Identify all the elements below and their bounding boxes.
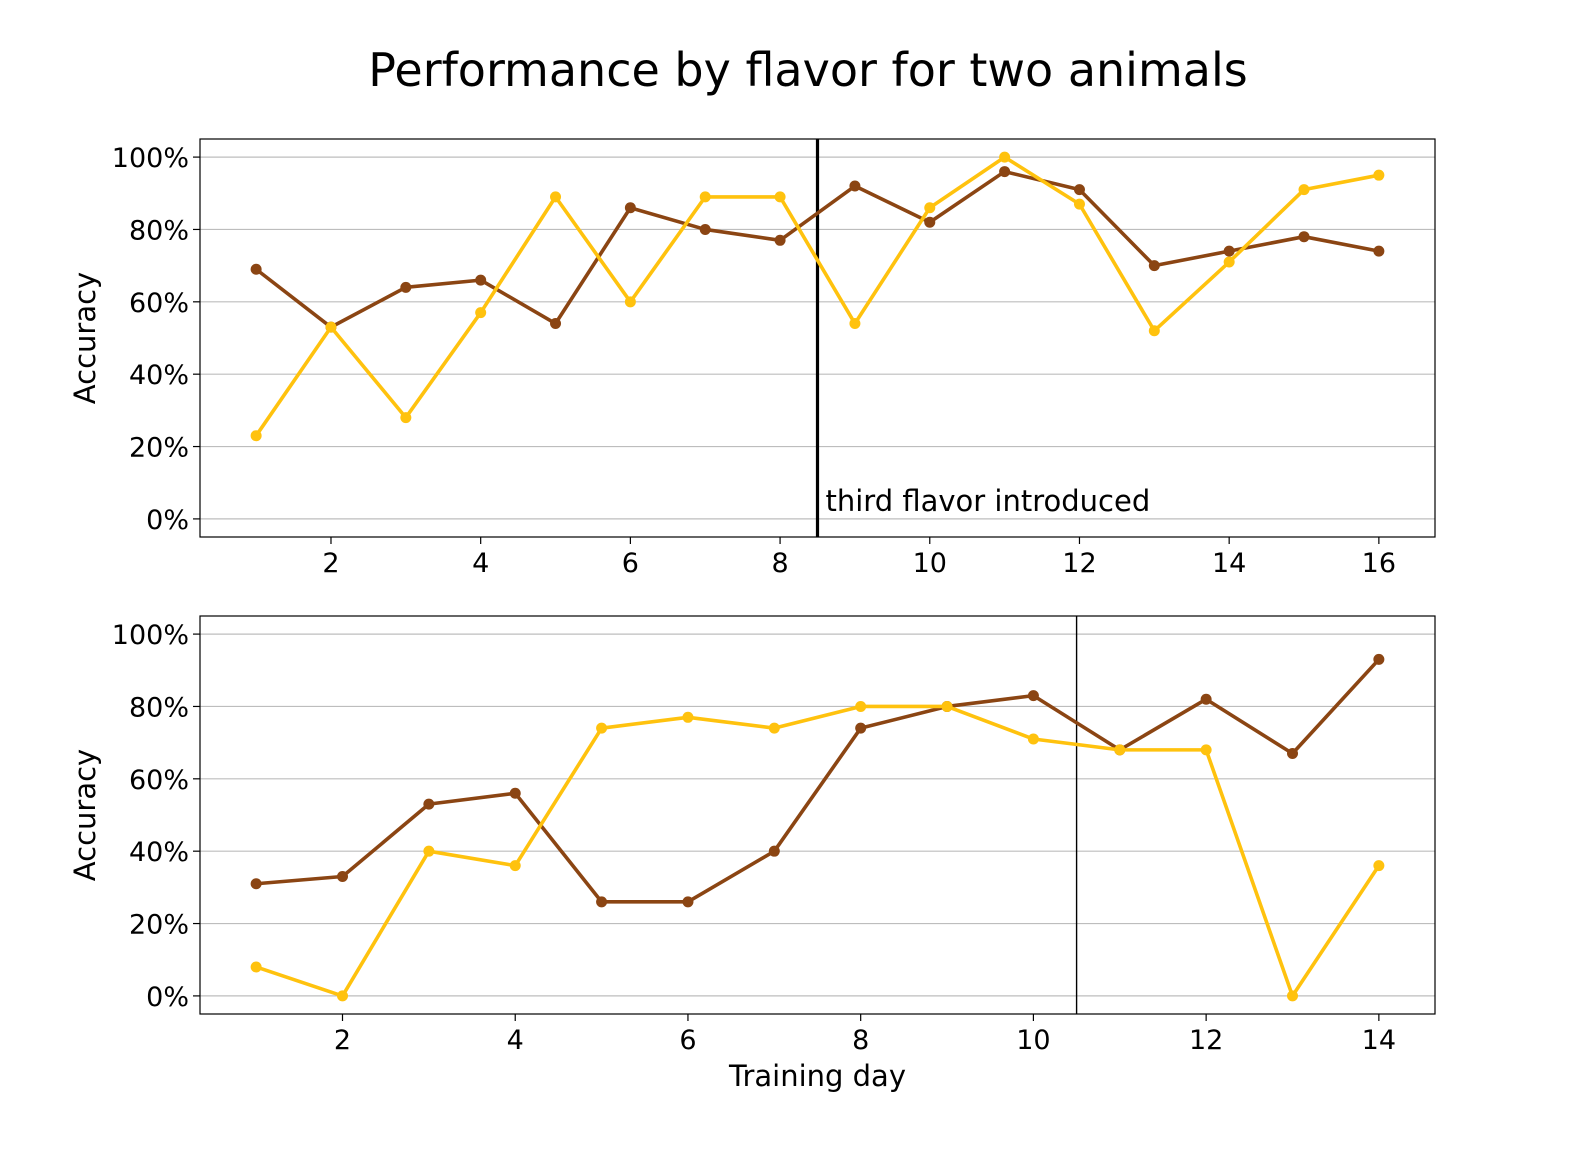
series-1-point	[924, 202, 936, 214]
series-1-point	[849, 318, 861, 330]
series-0-point	[1223, 245, 1235, 257]
x-tick-label: 4	[472, 548, 489, 579]
bottom-panel: 0% 20% 40% 60% 80% 100% 2 4 6 8 10 12 14 Accuracy Trai…	[68, 615, 1436, 1093]
series-1-point	[400, 412, 412, 424]
series-1-point	[941, 700, 953, 712]
series-1-point	[1373, 169, 1385, 181]
x-tick-label: 6	[622, 548, 639, 579]
y-tick-label: 40%	[129, 360, 189, 391]
series-1-line	[254, 155, 1380, 437]
series-0-point	[1073, 184, 1085, 196]
series-1-point	[423, 845, 435, 857]
series-1-point	[1073, 198, 1085, 210]
series-0-point	[1148, 260, 1160, 272]
x-tick-label: 10	[913, 548, 947, 579]
series-0-point	[1287, 747, 1298, 759]
x-axis-label: Training day	[728, 1059, 906, 1093]
series-0-point	[774, 234, 786, 246]
axes-frame	[199, 615, 1436, 1015]
axes-frame	[199, 138, 1436, 538]
vline-annotation: third flavor introduced	[826, 484, 1151, 518]
series-1-point	[1223, 256, 1235, 268]
x-tick-label: 8	[852, 1025, 869, 1056]
x-tick-label: 2	[322, 548, 339, 579]
series-0-point	[400, 281, 412, 293]
series-1-point	[1287, 990, 1298, 1002]
y-axis-label: Accuracy	[68, 749, 102, 881]
series-1-point	[774, 191, 786, 203]
series-1-point	[325, 321, 337, 333]
series-1-point	[682, 711, 694, 723]
series-1-point	[337, 990, 348, 1002]
series-1-point	[250, 430, 262, 442]
series-0-point	[849, 180, 861, 192]
x-tick-label: 2	[334, 1025, 351, 1056]
series-0-point	[1200, 693, 1212, 705]
series-1-point	[855, 700, 867, 712]
series-1-point	[699, 191, 711, 203]
series-0-point	[682, 896, 694, 908]
series-1-point	[475, 307, 487, 319]
series-0-point	[924, 216, 936, 228]
x-tick-label: 12	[1062, 548, 1096, 579]
series-0-point	[699, 223, 711, 235]
series-0-point	[596, 896, 608, 908]
series-1-point	[1373, 860, 1385, 872]
series-1-point	[509, 860, 521, 872]
x-tick-label: 6	[679, 1025, 696, 1056]
series-0-point	[550, 318, 562, 330]
series-0-point	[768, 845, 780, 857]
series-1-point	[250, 961, 262, 973]
x-tick-label: 4	[507, 1025, 524, 1056]
y-tick-label: 0%	[146, 982, 189, 1013]
series-1-point	[999, 151, 1011, 163]
y-tick-label: 20%	[129, 433, 189, 464]
series-0-point	[1027, 690, 1039, 702]
y-tick-label: 20%	[129, 910, 189, 941]
y-tick-label: 100%	[112, 620, 189, 651]
series-1-point	[1027, 733, 1039, 745]
y-tick-label: 80%	[129, 215, 189, 246]
series-0-point	[423, 798, 435, 810]
y-tick-label: 0%	[146, 505, 189, 536]
y-axis-label: Accuracy	[68, 272, 102, 404]
series-1-point	[1114, 744, 1126, 756]
figure-title: Performance by flavor for two animals	[368, 43, 1247, 97]
x-tick-label: 14	[1362, 1025, 1396, 1056]
series-0-point	[624, 202, 636, 214]
y-tick-label: 40%	[129, 837, 189, 868]
x-tick-label: 8	[771, 548, 788, 579]
series-0-point	[1373, 245, 1385, 257]
series-0-line	[255, 658, 1381, 904]
series-0-point	[250, 878, 262, 890]
series-1-point	[1200, 744, 1212, 756]
series-1-point	[1148, 325, 1160, 337]
x-tick-label: 12	[1189, 1025, 1223, 1056]
series-0-point	[337, 871, 348, 883]
series-1-point	[550, 191, 562, 203]
series-0-point	[1373, 653, 1385, 665]
series-1-point	[768, 722, 780, 734]
series-1-point	[624, 296, 636, 308]
series-0-point	[999, 166, 1011, 178]
y-tick-label: 60%	[129, 288, 189, 319]
series-0-point	[1298, 231, 1310, 243]
y-tick-label: 60%	[129, 765, 189, 796]
series-0-point	[250, 263, 262, 275]
y-tick-label: 100%	[112, 143, 189, 174]
series-1-line	[255, 704, 1381, 998]
x-tick-label: 10	[1016, 1025, 1050, 1056]
series-0-point	[855, 722, 867, 734]
series-0-point	[509, 787, 521, 799]
series-0-point	[475, 274, 487, 286]
x-tick-label: 14	[1212, 548, 1246, 579]
y-tick-label: 80%	[129, 692, 189, 723]
series-1-point	[596, 722, 608, 734]
x-tick-label: 16	[1362, 548, 1396, 579]
series-1-point	[1298, 184, 1310, 196]
top-panel: 0% 20% 40% 60% 80% 100% 2 4 6 8 10 12 14 16 third flav…	[68, 138, 1436, 579]
series-0-line	[255, 169, 1380, 329]
